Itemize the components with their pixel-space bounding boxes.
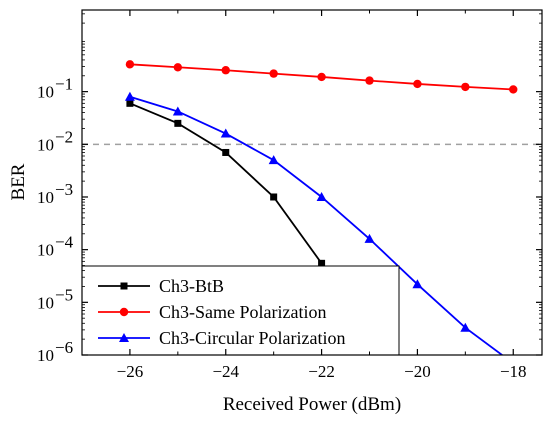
legend-marker-0 xyxy=(120,282,128,290)
legend-marker-2 xyxy=(119,333,129,342)
y-tick-label-2: 10 xyxy=(37,241,54,260)
legend-label-0: Ch3-BtB xyxy=(159,276,224,296)
series-2-point-6 xyxy=(412,279,423,289)
series-1-point-6 xyxy=(413,79,422,89)
series-0-point-0 xyxy=(126,99,134,107)
legend-label-2: Ch3-Circular Polarization xyxy=(159,328,345,348)
x-tick-label-4: −18 xyxy=(500,362,527,381)
y-tick-exponent-0: −6 xyxy=(55,338,73,357)
y-tick-exponent-5: −1 xyxy=(55,75,73,94)
y-tick-label-0: 10 xyxy=(37,346,54,365)
series-2-point-5 xyxy=(364,233,375,243)
legend-label-1: Ch3-Same Polarization xyxy=(159,302,326,322)
y-tick-exponent-2: −4 xyxy=(55,233,74,252)
series-1-point-1 xyxy=(173,63,183,72)
series-2-point-3 xyxy=(268,155,279,165)
series-1-point-0 xyxy=(125,60,135,69)
legend-box xyxy=(81,265,400,356)
legend-marker-1 xyxy=(119,307,129,317)
y-tick-label-3: 10 xyxy=(37,188,54,207)
y-tick-exponent-1: −5 xyxy=(55,285,73,304)
y-tick-exponent-4: −2 xyxy=(55,127,73,146)
x-tick-label-3: −20 xyxy=(404,362,431,381)
series-1-point-3 xyxy=(269,69,278,78)
x-tick-label-2: −22 xyxy=(308,362,335,381)
series-2-point-2 xyxy=(220,128,231,138)
y-tick-label-1: 10 xyxy=(37,293,54,312)
y-axis-title: BER xyxy=(8,163,29,200)
series-1-point-8 xyxy=(509,85,518,94)
y-tick-exponent-3: −3 xyxy=(55,180,73,199)
legend: Ch3-BtB Ch3-Same Polarization Ch3-Circular… xyxy=(81,265,400,356)
series-0-point-3 xyxy=(270,193,278,201)
plot-frame xyxy=(81,9,543,356)
series-1-point-5 xyxy=(365,76,374,85)
series-0-point-1 xyxy=(174,119,182,127)
y-tick-label-4: 10 xyxy=(37,135,54,154)
x-tick-label-1: −24 xyxy=(212,362,239,381)
series-0-point-2 xyxy=(222,148,230,156)
series-2-point-4 xyxy=(316,191,327,201)
series-2-point-7 xyxy=(460,322,471,332)
series-2-point-1 xyxy=(172,106,183,116)
series-1-point-7 xyxy=(461,82,470,92)
y-tick-label-5: 10 xyxy=(37,83,54,102)
series-2-point-0 xyxy=(124,91,135,101)
series-1-point-4 xyxy=(317,72,326,82)
series-0-point-4 xyxy=(318,259,326,267)
series-1-point-2 xyxy=(221,66,230,75)
x-axis-title: Received Power (dBm) xyxy=(223,394,401,415)
x-tick-label-0: −26 xyxy=(117,362,144,381)
